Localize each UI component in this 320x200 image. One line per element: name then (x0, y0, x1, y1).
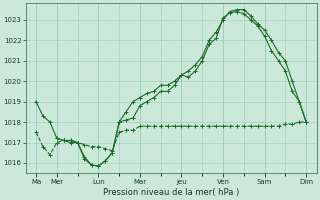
X-axis label: Pression niveau de la mer( hPa ): Pression niveau de la mer( hPa ) (103, 188, 239, 197)
